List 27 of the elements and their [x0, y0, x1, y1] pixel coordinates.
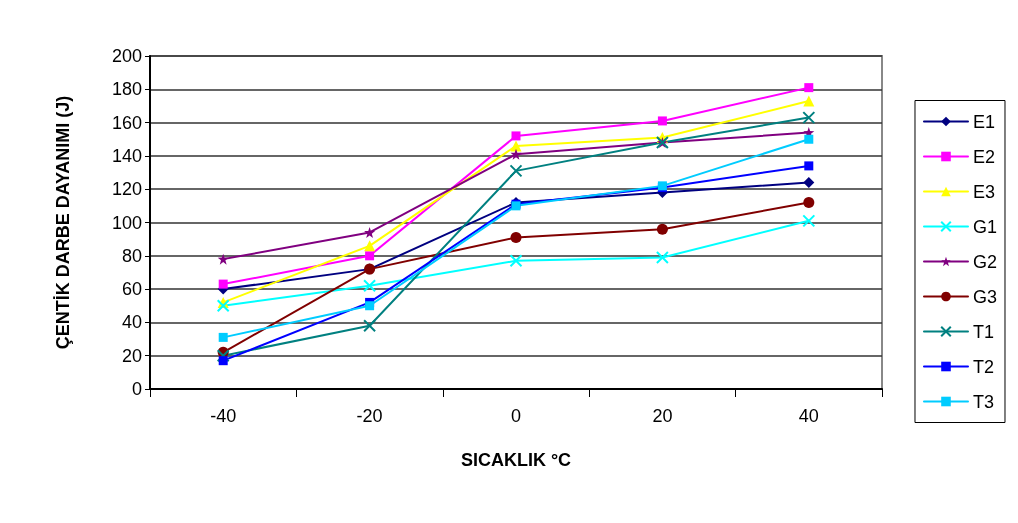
- y-axis-title: ÇENTİK DARBE DAYANIMI (J): [53, 95, 73, 350]
- y-tick-label: 120: [111, 179, 142, 200]
- x-axis-title: SICAKLIK °C: [460, 450, 572, 470]
- y-tick-label: 180: [111, 79, 142, 100]
- legend-label: E1: [972, 111, 996, 132]
- x-tick-label: 20: [652, 406, 673, 426]
- legend-label: T1: [972, 321, 994, 342]
- y-tick-label: 100: [111, 212, 142, 233]
- legend-label: G2: [972, 251, 997, 272]
- y-tick-label: 0: [131, 379, 142, 399]
- y-tick-label: 160: [111, 112, 142, 133]
- y-tick-label: 20: [121, 345, 142, 366]
- x-tick-label: 0: [510, 406, 522, 426]
- y-tick-label: 60: [121, 279, 142, 300]
- x-tick-label: 40: [798, 406, 819, 426]
- x-tick-label: -20: [356, 406, 383, 426]
- legend-label: G3: [972, 286, 997, 307]
- legend-label: E3: [972, 181, 996, 202]
- legend-label: E2: [972, 146, 996, 167]
- legend-label: T3: [972, 391, 994, 412]
- y-tick-label: 200: [111, 46, 142, 66]
- y-tick-label: 40: [121, 312, 142, 333]
- y-tick-label: 80: [121, 245, 142, 266]
- legend-label: G1: [972, 216, 997, 237]
- x-tick-label: -40: [210, 406, 237, 426]
- legend-label: T2: [972, 356, 994, 377]
- y-tick-label: 140: [111, 145, 142, 166]
